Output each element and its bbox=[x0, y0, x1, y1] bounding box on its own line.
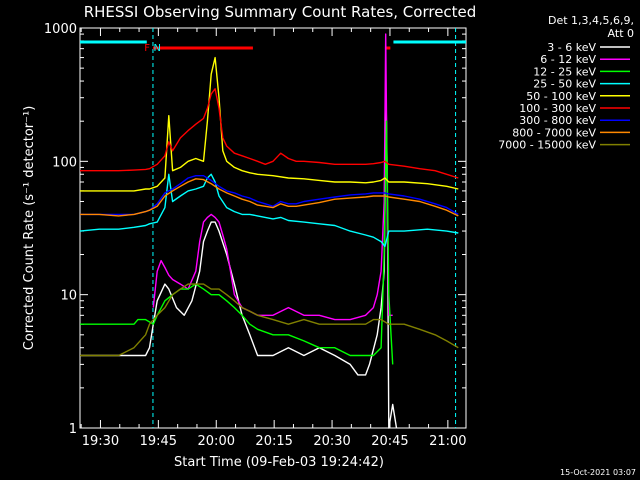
marker-N: N bbox=[153, 43, 160, 54]
plot-area: 1 10 100 1000 19:30 19:45 20:00 20:15 20:30 20:45… bbox=[44, 22, 467, 449]
marker-F: F bbox=[144, 43, 150, 54]
legend-entry-label: 300 - 800 keV bbox=[519, 114, 596, 127]
x-tick-label: 20:00 bbox=[198, 434, 235, 449]
series-line bbox=[80, 56, 459, 192]
legend-header-line-2: Att 0 bbox=[608, 27, 634, 40]
legend-entry-label: 7000 - 15000 keV bbox=[498, 139, 596, 152]
x-tick-label: 20:15 bbox=[255, 434, 292, 449]
series-line bbox=[80, 88, 459, 179]
y-tick-label: 1 bbox=[69, 422, 77, 437]
x-tick-label: 20:30 bbox=[313, 434, 350, 449]
series-line bbox=[80, 174, 459, 216]
plot-frame bbox=[79, 27, 467, 429]
x-tick-label: 21:00 bbox=[429, 434, 466, 449]
legend-entry-label: 6 - 12 keV bbox=[540, 53, 596, 66]
y-axis-label: Corrected Count Rate (s⁻¹ detector⁻¹) bbox=[22, 106, 37, 351]
series-line bbox=[80, 178, 459, 217]
legend-entry-label: 3 - 6 keV bbox=[547, 41, 596, 54]
legend-entry-label: 50 - 100 keV bbox=[526, 90, 596, 103]
y-tick-label: 1000 bbox=[44, 22, 77, 37]
y-tick-label: 10 bbox=[60, 289, 77, 304]
chart-title: RHESSI Observing Summary Count Rates, Co… bbox=[84, 3, 477, 21]
legend-header-line-1: Det 1,3,4,5,6,9, bbox=[548, 14, 634, 27]
legend-entry-label: 12 - 25 keV bbox=[533, 65, 596, 78]
series-line bbox=[80, 96, 398, 429]
x-axis-label: Start Time (09-Feb-03 19:24:42) bbox=[174, 455, 384, 470]
footer-timestamp: 15-Oct-2021 03:07 bbox=[560, 468, 636, 477]
series-line bbox=[79, 173, 459, 248]
legend-entry-label: 800 - 7000 keV bbox=[512, 126, 596, 139]
x-tick-label: 19:30 bbox=[82, 434, 119, 449]
y-tick-label: 100 bbox=[52, 155, 77, 170]
x-tick-label: 19:45 bbox=[140, 434, 177, 449]
series-line bbox=[152, 33, 393, 321]
legend-entry-label: 25 - 50 keV bbox=[533, 78, 596, 91]
legend-entry-label: 100 - 300 keV bbox=[519, 102, 596, 115]
series-line bbox=[80, 120, 394, 365]
x-tick-label: 20:45 bbox=[371, 434, 408, 449]
series-line bbox=[80, 283, 459, 357]
